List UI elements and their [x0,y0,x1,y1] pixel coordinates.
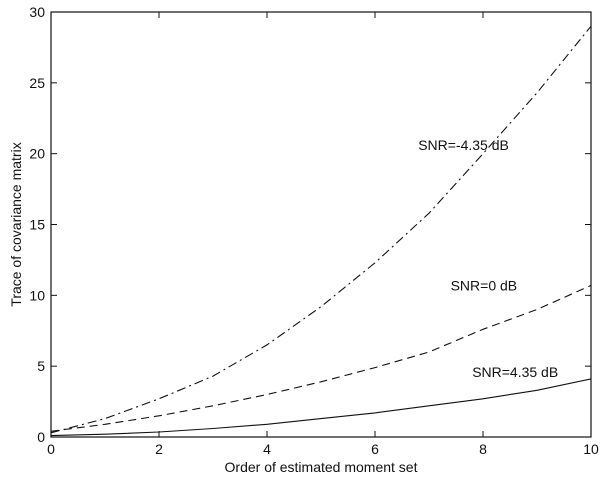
x-tick-label: 4 [263,441,271,457]
y-tick-label: 20 [29,146,45,162]
series-annotation: SNR=-4.35 dB [418,137,509,153]
x-tick-label: 8 [479,441,487,457]
y-tick-label: 25 [29,75,45,91]
series-annotations: SNR=-4.35 dB SNR=0 dB SNR=4.35 dB [418,137,558,380]
series-annotation: SNR=0 dB [451,277,518,293]
axis-ticks: 0 2 4 6 8 10 0 5 10 15 20 25 30 [29,4,599,457]
series-line-2 [50,378,592,437]
series-annotation: SNR=4.35 dB [472,364,558,380]
y-tick-label: 15 [29,217,45,233]
y-tick-label: 30 [29,4,45,20]
y-axis-label: Trace of covariance matrix [8,142,24,306]
series-lines [50,25,592,437]
y-tick-label: 5 [37,358,45,374]
x-tick-label: 10 [583,441,599,457]
series-line-1 [50,284,592,432]
x-tick-label: 6 [371,441,379,457]
x-tick-label: 0 [47,441,55,457]
x-axis-label: Order of estimated moment set [225,459,418,475]
y-tick-label: 0 [37,429,45,445]
y-tick-label: 10 [29,287,45,303]
x-tick-label: 2 [155,441,163,457]
